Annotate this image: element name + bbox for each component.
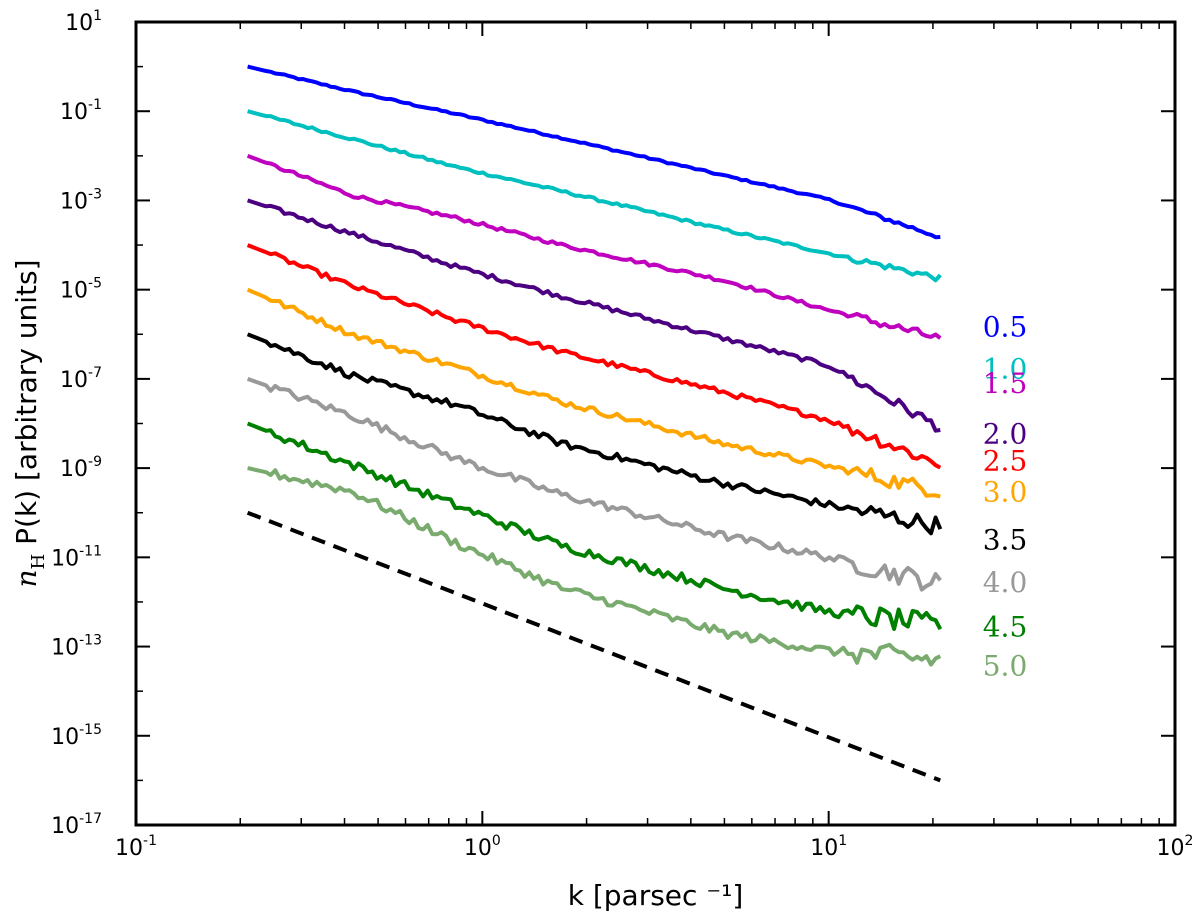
- y-tick-label: 10-3: [60, 186, 102, 214]
- series-label: 5.0: [983, 649, 1028, 682]
- y-tick-label: 10-17: [51, 811, 102, 839]
- y-tick-base: 10: [60, 279, 88, 304]
- y-tick-base: 10: [60, 457, 88, 482]
- y-tick-base: 10: [51, 636, 79, 661]
- y-axis-label-math: n: [10, 569, 43, 587]
- series-label: 4.0: [983, 566, 1028, 599]
- y-tick-label: 10-1: [60, 97, 102, 125]
- y-tick-exp: -13: [79, 633, 102, 649]
- series-label: 2.5: [983, 444, 1028, 477]
- series-labels: 0.5 1.01.5 2.02.53.0 3.5 4.0 4.5 5.0: [983, 310, 1028, 682]
- series-line-3-0: [246, 287, 941, 499]
- series-line-2-5: [246, 243, 942, 470]
- y-tick-base: 10: [51, 814, 79, 839]
- series-label: 4.5: [983, 611, 1028, 644]
- series-label: 0.5: [983, 310, 1028, 343]
- series-label: 1.5: [983, 367, 1028, 400]
- series-line-1-5: [246, 153, 942, 340]
- series-line-5-0: [247, 466, 942, 667]
- y-tick-exp: -3: [88, 186, 102, 202]
- y-tick-label: 10-13: [51, 633, 102, 661]
- x-axis-label: k [parsec ⁻¹]: [568, 879, 744, 912]
- series-line-3-5: [246, 332, 943, 536]
- y-tick-base: 10: [60, 189, 88, 214]
- x-tick-exp: 0: [492, 833, 501, 849]
- y-tick-exp: -5: [88, 276, 102, 292]
- y-tick-base: 10: [65, 11, 93, 36]
- series-label: 3.5: [983, 524, 1028, 557]
- y-tick-label: 10-7: [60, 365, 102, 393]
- y-tick-exp: -15: [79, 722, 102, 738]
- x-tick-label: 101: [810, 833, 847, 861]
- y-tick-exp: -9: [88, 454, 102, 470]
- y-tick-exp: -11: [79, 543, 102, 559]
- y-tick-label: 10-9: [60, 454, 102, 482]
- y-tick-label: 10-11: [51, 543, 102, 571]
- x-tick-exp: -1: [143, 833, 157, 849]
- y-tick-base: 10: [60, 100, 88, 125]
- series-line-0-5: [247, 64, 941, 240]
- plot-frame: [134, 20, 1177, 827]
- x-tick-exp: 1: [838, 833, 847, 849]
- series-layer: [246, 64, 943, 783]
- ticks-layer: 10-1 100 101 10210-1710-1510-1310-1110-910-…: [51, 8, 1194, 861]
- y-tick-exp: 1: [93, 8, 102, 24]
- series-label: 2.0: [983, 417, 1028, 450]
- y-tick-exp: -7: [88, 365, 102, 381]
- x-tick-label: 10-1: [115, 833, 157, 861]
- series-line-4-0: [246, 377, 942, 592]
- series-line-2-0: [246, 198, 941, 433]
- y-tick-base: 10: [51, 725, 79, 750]
- x-tick-base: 10: [1157, 836, 1185, 861]
- x-tick-base: 10: [115, 836, 143, 861]
- series-label: 3.0: [983, 475, 1028, 508]
- y-tick-base: 10: [51, 546, 79, 571]
- x-tick-base: 10: [810, 836, 838, 861]
- y-tick-label: 10-15: [51, 722, 102, 750]
- y-tick-base: 10: [60, 368, 88, 393]
- y-tick-label: 10-5: [60, 276, 102, 304]
- y-tick-exp: -17: [79, 811, 102, 827]
- series-line-1-0: [247, 109, 942, 283]
- y-tick-label: 101: [65, 8, 102, 36]
- y-axis-label: nH P(k) [arbitrary units]: [10, 259, 49, 587]
- y-axis-label-rest: P(k) [arbitrary units]: [10, 259, 43, 553]
- x-tick-label: 100: [464, 833, 501, 861]
- x-tick-base: 10: [464, 836, 492, 861]
- x-tick-label: 102: [1157, 833, 1194, 861]
- y-tick-exp: -1: [88, 97, 102, 113]
- series-label: 1.0: [983, 353, 1028, 386]
- reference-slope-line: [246, 510, 941, 783]
- y-axis-label-sub: H: [28, 554, 49, 570]
- series-line-4-5: [246, 421, 943, 631]
- x-tick-exp: 2: [1185, 833, 1194, 849]
